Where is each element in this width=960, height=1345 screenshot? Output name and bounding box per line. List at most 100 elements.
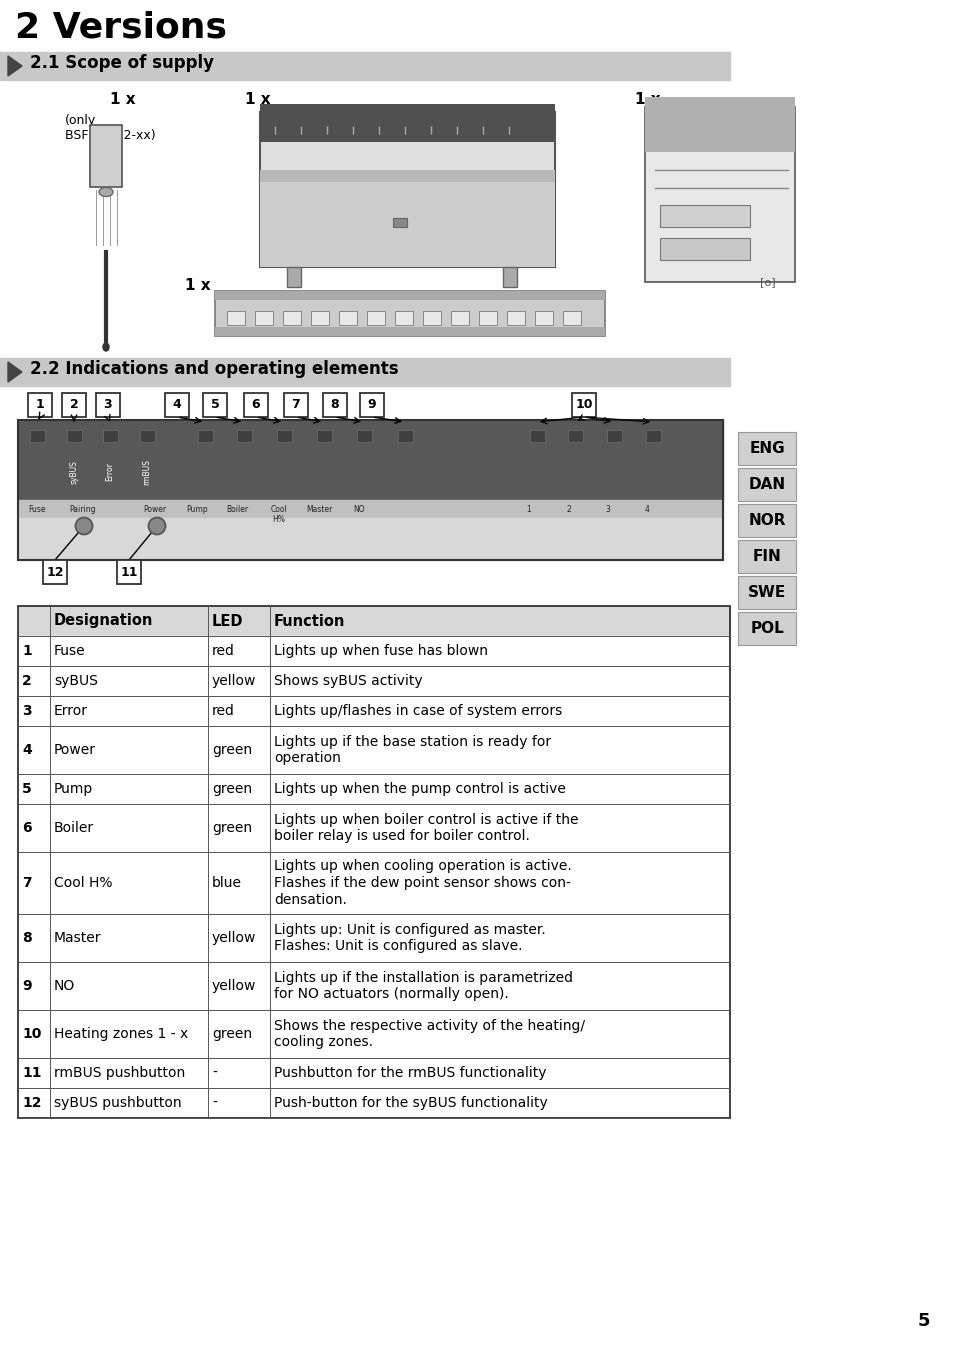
Text: NO: NO (353, 504, 365, 514)
Bar (244, 393, 268, 417)
Text: 2: 2 (22, 674, 32, 689)
Text: (only
BSF 40x12-xx): (only BSF 40x12-xx) (65, 114, 156, 143)
Text: 2: 2 (70, 398, 79, 412)
Text: Master: Master (54, 931, 102, 946)
Text: 7: 7 (292, 398, 300, 412)
Bar (660, 238, 750, 260)
Text: Pump: Pump (54, 781, 93, 796)
Bar (563, 311, 581, 325)
Bar (287, 268, 301, 286)
Text: blue: blue (212, 876, 242, 890)
Bar (43, 560, 67, 584)
Bar (67, 430, 82, 443)
Text: Function: Function (274, 613, 346, 628)
Text: 1 x: 1 x (185, 278, 210, 293)
Bar (18, 500, 723, 518)
Bar (18, 518, 723, 560)
Bar (530, 430, 545, 443)
Bar (738, 539, 796, 573)
Bar (646, 430, 661, 443)
Text: 12: 12 (46, 565, 63, 578)
Bar (18, 726, 730, 773)
Bar (360, 393, 384, 417)
Bar (18, 1059, 730, 1088)
Text: Pushbutton for the rmBUS functionality: Pushbutton for the rmBUS functionality (274, 1067, 546, 1080)
Polygon shape (8, 56, 22, 77)
Bar (260, 169, 555, 182)
Bar (28, 393, 52, 417)
Text: NO: NO (54, 979, 75, 993)
Bar (535, 311, 553, 325)
Text: -: - (212, 1067, 217, 1080)
Ellipse shape (76, 518, 92, 534)
Text: green: green (212, 1028, 252, 1041)
Bar (203, 393, 227, 417)
Text: green: green (212, 742, 252, 757)
Bar (227, 311, 245, 325)
Bar (255, 311, 273, 325)
Text: red: red (212, 703, 235, 718)
Text: 1: 1 (22, 644, 32, 658)
Bar (30, 430, 45, 443)
Text: 11: 11 (120, 565, 137, 578)
Bar (90, 125, 122, 187)
Text: Error: Error (54, 703, 88, 718)
Polygon shape (8, 362, 22, 382)
Bar (607, 430, 622, 443)
Bar (283, 311, 301, 325)
Bar (18, 636, 730, 666)
Bar (568, 430, 583, 443)
Bar (198, 430, 213, 443)
Text: Pump: Pump (186, 504, 207, 514)
Text: Lights up when fuse has blown: Lights up when fuse has blown (274, 644, 488, 658)
Bar (738, 576, 796, 609)
Bar (738, 612, 796, 646)
Bar (260, 182, 555, 268)
Text: Lights up if the installation is parametrized
for NO actuators (normally open).: Lights up if the installation is paramet… (274, 971, 573, 1002)
Text: Lights up when boiler control is active if the
boiler relay is used for boiler c: Lights up when boiler control is active … (274, 812, 579, 843)
Text: Pairing: Pairing (69, 504, 95, 514)
Bar (323, 393, 347, 417)
Bar (0, 358, 730, 386)
Bar (317, 430, 332, 443)
Text: 8: 8 (330, 398, 339, 412)
Bar (260, 104, 555, 143)
Bar (237, 430, 252, 443)
Text: [o]: [o] (760, 277, 776, 286)
Text: 2: 2 (566, 504, 571, 514)
Text: 1 x: 1 x (635, 91, 660, 108)
Bar (395, 311, 413, 325)
Text: Shows syBUS activity: Shows syBUS activity (274, 674, 422, 689)
Bar (62, 393, 86, 417)
Bar (479, 311, 497, 325)
Text: 4: 4 (22, 742, 32, 757)
Bar (507, 311, 525, 325)
Text: yellow: yellow (212, 931, 256, 946)
Bar (572, 393, 596, 417)
Text: 1 x: 1 x (245, 91, 271, 108)
Bar (215, 291, 605, 336)
Text: rmBUS: rmBUS (142, 459, 152, 486)
Text: 3: 3 (22, 703, 32, 718)
Text: 2.2 Indications and operating elements: 2.2 Indications and operating elements (30, 360, 398, 378)
Text: Designation: Designation (54, 613, 154, 628)
Bar (165, 393, 189, 417)
Text: Cool H%: Cool H% (54, 876, 112, 890)
Text: rmBUS pushbutton: rmBUS pushbutton (54, 1067, 185, 1080)
Text: 10: 10 (22, 1028, 41, 1041)
Bar (260, 112, 555, 268)
Bar (738, 468, 796, 500)
Text: green: green (212, 781, 252, 796)
Text: Master: Master (306, 504, 332, 514)
Ellipse shape (103, 343, 109, 351)
Bar (215, 327, 605, 336)
Bar (18, 915, 730, 962)
Bar (18, 851, 730, 915)
Text: DAN: DAN (749, 477, 785, 492)
Bar (423, 311, 441, 325)
Bar (18, 695, 730, 726)
Bar (339, 311, 357, 325)
Text: Boiler: Boiler (226, 504, 248, 514)
Text: Lights up/flashes in case of system errors: Lights up/flashes in case of system erro… (274, 703, 563, 718)
Text: Lights up when cooling operation is active.
Flashes if the dew point sensor show: Lights up when cooling operation is acti… (274, 859, 572, 907)
